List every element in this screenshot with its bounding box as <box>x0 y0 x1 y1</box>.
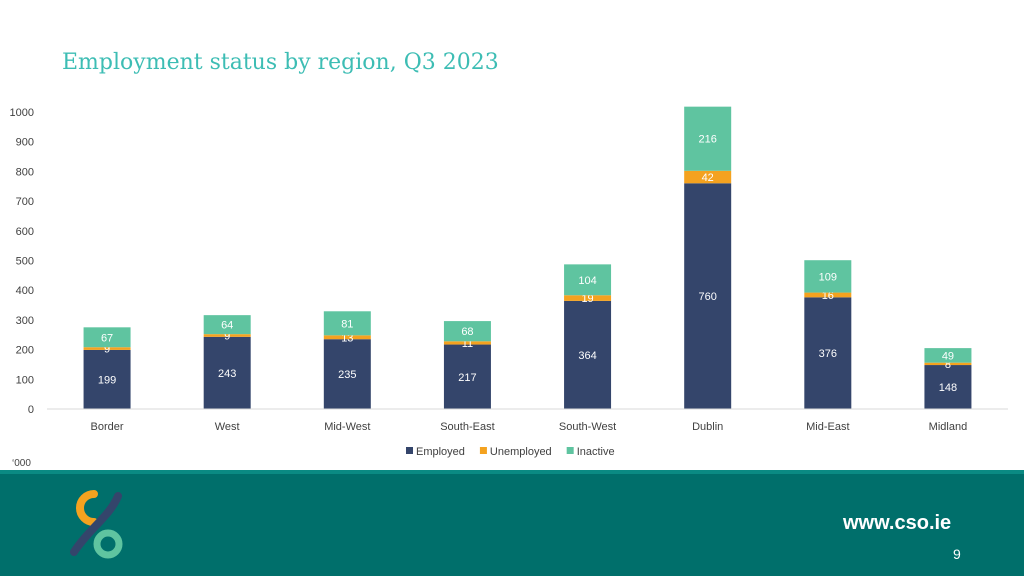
page-number: 9 <box>953 546 961 562</box>
bar-employed <box>684 183 732 409</box>
data-label-inactive: 81 <box>341 318 353 330</box>
y-tick-label: 700 <box>16 196 34 208</box>
bar-inactive <box>443 321 491 342</box>
bar-inactive <box>203 315 251 335</box>
unit-note: ‘000 <box>12 458 31 469</box>
y-tick-label: 800 <box>16 166 34 178</box>
bar-unemployed <box>564 295 612 301</box>
data-label-employed: 376 <box>819 348 837 360</box>
data-label-inactive: 104 <box>578 275 596 287</box>
bar-inactive <box>924 348 972 363</box>
x-axis: Border West Mid-West South-East South-West Du… <box>47 408 1008 433</box>
x-tick-label: Mid-West <box>324 421 370 433</box>
data-label-unemployed: 9 <box>224 330 230 342</box>
data-label-unemployed: 9 <box>104 344 110 356</box>
y-tick-label: 100 <box>16 374 34 386</box>
y-tick-label: 500 <box>16 256 34 268</box>
bar-inactive <box>804 260 852 293</box>
bar-employed <box>924 365 972 409</box>
footer-bar <box>0 474 1024 576</box>
data-label-inactive: 216 <box>699 134 717 146</box>
data-label-inactive: 109 <box>819 271 837 283</box>
bar-unemployed <box>443 341 491 345</box>
y-tick-label: 600 <box>16 226 34 238</box>
y-tick-label: 300 <box>16 315 34 327</box>
data-label-employed: 760 <box>699 291 717 303</box>
legend-swatch-inactive <box>566 447 574 454</box>
data-label-unemployed: 19 <box>581 293 593 305</box>
data-label-inactive: 67 <box>101 332 113 344</box>
bar-employed <box>804 297 852 409</box>
data-label-employed: 217 <box>458 372 476 384</box>
data-label-inactive: 49 <box>942 350 954 362</box>
x-tick-label: South-West <box>559 421 616 433</box>
website-link[interactable]: www.cso.ie <box>843 512 952 534</box>
data-label-unemployed: 16 <box>822 290 834 302</box>
bar-unemployed <box>203 334 251 337</box>
data-label-employed: 199 <box>98 374 116 386</box>
footer-strip <box>0 470 1024 474</box>
x-tick-label: Midland <box>929 421 968 433</box>
chart-title: Employment status by region, Q3 2023 <box>62 50 499 75</box>
data-label-employed: 243 <box>218 368 236 380</box>
x-tick-label: Mid-East <box>806 421 849 433</box>
x-tick-label: Dublin <box>692 421 723 433</box>
data-label-inactive: 64 <box>221 320 233 332</box>
data-label-unemployed: 11 <box>462 338 473 350</box>
chart-legend: Employed Unemployed Inactive <box>406 446 615 458</box>
y-tick-label: 200 <box>16 345 34 357</box>
y-tick-label: 900 <box>16 137 34 149</box>
bar-inactive <box>684 106 732 171</box>
legend-label-unemployed: Unemployed <box>490 446 552 458</box>
legend-swatch-unemployed <box>479 447 487 454</box>
bar-unemployed <box>83 347 131 350</box>
bar-inactive <box>83 327 131 348</box>
y-tick-label: 400 <box>16 285 34 297</box>
bar-unemployed <box>924 362 972 366</box>
bar-employed <box>203 336 251 409</box>
legend-label-inactive: Inactive <box>577 446 615 458</box>
bar-employed <box>323 339 371 409</box>
legend-label-employed: Employed <box>416 446 465 458</box>
x-tick-label: Border <box>91 421 124 433</box>
bar-employed <box>83 349 131 409</box>
bar-employed <box>443 344 491 409</box>
bar-inactive <box>323 311 371 336</box>
y-axis: 0 100 200 300 400 500 600 700 800 900 1000 <box>10 107 34 416</box>
data-label-unemployed: 42 <box>702 172 714 184</box>
bar-inactive <box>564 264 612 296</box>
data-label-inactive: 68 <box>461 326 473 338</box>
bar-unemployed <box>684 170 732 184</box>
data-label-employed: 364 <box>578 350 596 362</box>
x-tick-label: South-East <box>440 421 494 433</box>
x-tick-label: West <box>215 421 240 433</box>
cso-logo-icon <box>70 490 123 559</box>
y-tick-label: 0 <box>28 404 34 416</box>
legend-swatch-employed <box>406 447 413 454</box>
data-label-unemployed: 8 <box>945 359 951 371</box>
bar-unemployed <box>804 292 852 298</box>
data-label-employed: 148 <box>939 382 957 394</box>
bar-employed <box>564 300 612 409</box>
data-label-employed: 235 <box>338 369 356 381</box>
bar-series: 1999672439642351381217116836419104760422… <box>83 106 972 409</box>
y-tick-label: 1000 <box>10 107 34 119</box>
bar-unemployed <box>323 335 371 340</box>
